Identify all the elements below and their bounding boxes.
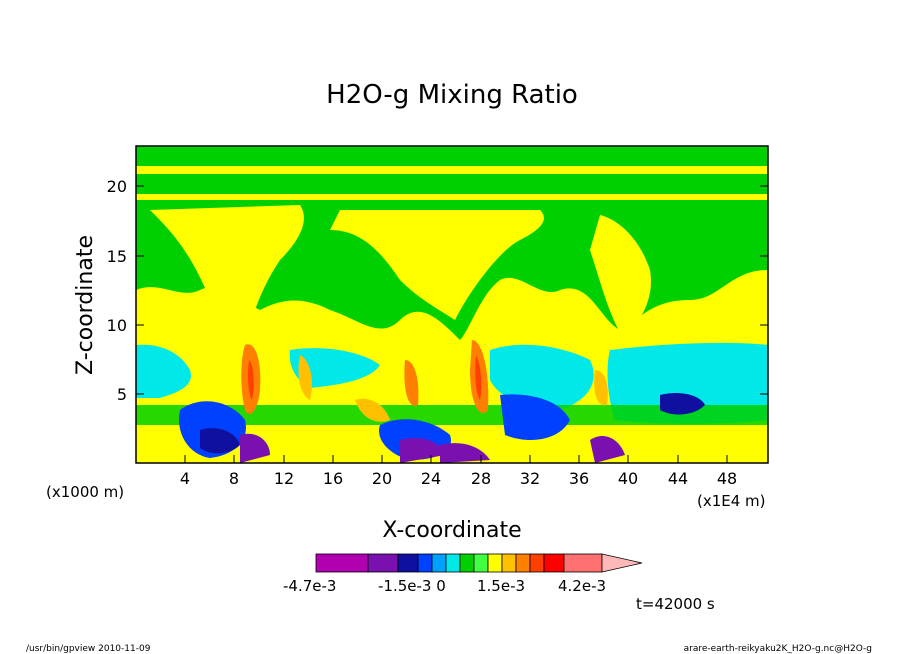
x-tick-label: 4	[180, 469, 190, 488]
x-unit-note: (x1E4 m)	[697, 492, 766, 510]
colorbar	[315, 553, 643, 573]
y-tick-label: 5	[117, 385, 127, 404]
colorbar-swatch	[417, 553, 433, 573]
y-ticks	[136, 185, 768, 395]
colorbar-swatch	[529, 553, 545, 573]
x-tick-label: 24	[421, 469, 441, 488]
colorbar-swatch	[315, 553, 369, 573]
plot-frame	[135, 145, 769, 464]
colorbar-swatch	[487, 553, 503, 573]
x-tick-label: 40	[618, 469, 638, 488]
x-tick-labels: 4 8 12 16 20 24 28 32 36 40 44 48	[180, 469, 737, 488]
x-tick-label: 44	[668, 469, 688, 488]
colorbar-label: 1.5e-3	[477, 577, 525, 595]
x-tick-label: 28	[471, 469, 491, 488]
colorbar-swatch	[515, 553, 531, 573]
colorbar-swatch	[501, 553, 517, 573]
colorbar-label: 4.2e-3	[558, 577, 606, 595]
footer-left: /usr/bin/gpview 2010-11-09	[26, 644, 151, 654]
x-tick-label: 36	[569, 469, 589, 488]
y-tick-labels: 5 10 15 20	[107, 177, 127, 404]
colorbar-swatch	[563, 553, 603, 573]
colorbar-extension-arrow	[601, 553, 643, 573]
y-unit-note: (x1000 m)	[46, 483, 124, 501]
x-tick-label: 8	[229, 469, 239, 488]
colorbar-swatch	[431, 553, 447, 573]
colorbar-labels: -4.7e-3 -1.5e-3 0 1.5e-3 4.2e-3	[283, 577, 606, 595]
y-tick-label: 20	[107, 177, 127, 196]
x-ticks	[184, 455, 728, 463]
colorbar-swatch	[459, 553, 475, 573]
colorbar-swatch	[445, 553, 461, 573]
time-label: t=42000 s	[636, 595, 715, 613]
contour-field	[136, 146, 768, 463]
y-axis-label: Z-coordinate	[73, 235, 98, 375]
x-tick-label: 48	[717, 469, 737, 488]
y-tick-label: 10	[107, 316, 127, 335]
y-tick-label: 15	[107, 247, 127, 266]
footer-right: arare-earth-reikyaku2K_H2O-g.nc@H2O-g	[684, 644, 872, 654]
x-tick-label: 32	[520, 469, 540, 488]
x-tick-label: 12	[274, 469, 294, 488]
colorbar-swatch	[543, 553, 565, 573]
colorbar-label: -1.5e-3 0	[378, 577, 446, 595]
colorbar-swatch	[473, 553, 489, 573]
colorbar-swatch	[367, 553, 399, 573]
chart-title: H2O-g Mixing Ratio	[326, 80, 578, 110]
colorbar-swatch	[397, 553, 419, 573]
colorbar-label: -4.7e-3	[283, 577, 336, 595]
x-tick-label: 20	[372, 469, 392, 488]
x-tick-label: 16	[323, 469, 343, 488]
x-axis-label: X-coordinate	[382, 518, 521, 543]
